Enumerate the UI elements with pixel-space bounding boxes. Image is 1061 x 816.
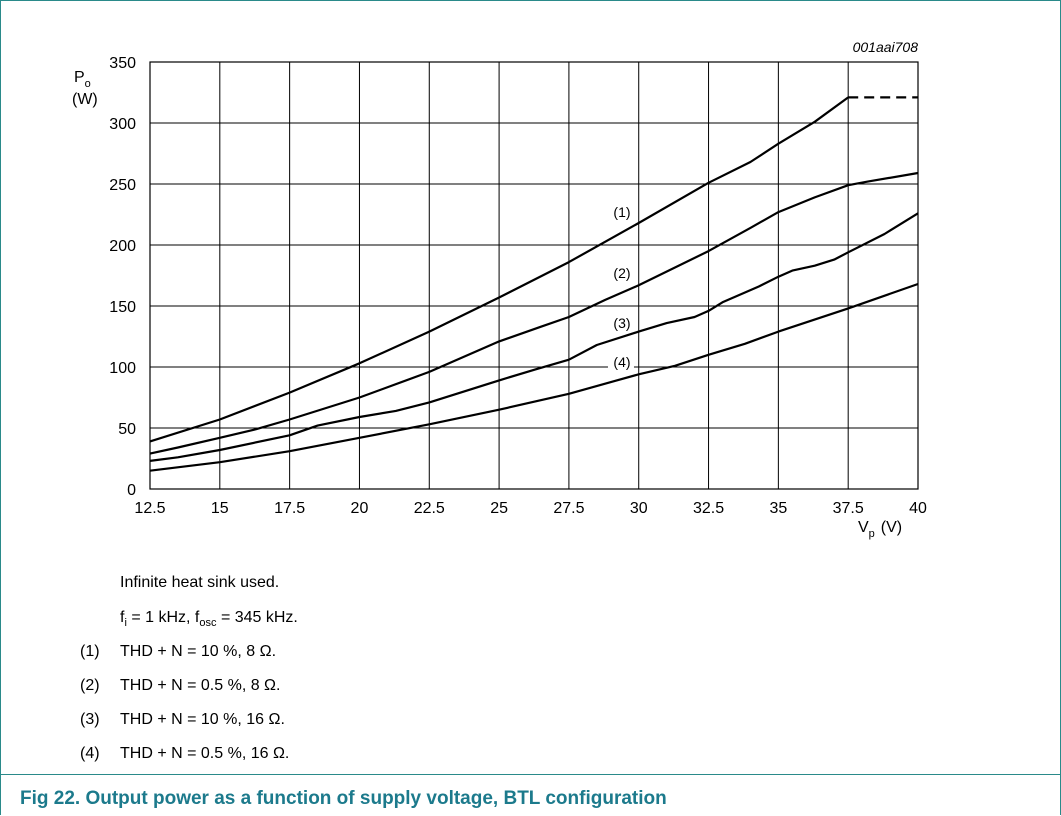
x-axis-label-sub: p [869,528,875,540]
chart: 12.5 15 17.5 20 22.5 25 27.5 30 32.5 35 37.5 40 0 50… [72,39,927,540]
y-tick-label: 150 [109,299,136,316]
series-line-3 [149,212,919,462]
note-item-4-text: THD + N = 0.5 %, 16 Ω. [120,745,290,762]
y-axis-unit: (W) [72,91,98,108]
x-axis-label: Vp (V) [858,519,902,540]
series-label-4: (4) [613,354,630,370]
y-tick-labels: 0 50 100 150 200 250 300 350 [109,55,136,499]
note-item-num: (4) [80,745,100,762]
note-item-num: (3) [80,711,100,728]
x-tick-label: 32.5 [693,500,724,517]
note-item-num: (2) [80,677,100,694]
note-frequency: fi = 1 kHz, fosc = 345 kHz. [120,609,298,629]
note-freq-fi-sub: i [124,617,127,630]
y-axis-label: Po [74,69,91,90]
x-tick-label: 30 [630,500,648,517]
note-freq-mid: = 1 kHz, f [126,609,200,626]
note-item-3: (3) [80,711,100,729]
x-tick-label: 17.5 [274,500,305,517]
note-item-3-text: THD + N = 10 %, 16 Ω. [120,711,285,728]
chart-curves [149,96,919,472]
caption-divider [0,774,1061,775]
y-tick-label: 200 [109,238,136,255]
x-axis-label-main: V [858,519,869,536]
y-axis-label-main: P [74,69,85,86]
figure-caption: Fig 22. Output power as a function of su… [20,788,667,809]
series-label-1: (1) [613,204,630,220]
note-heat-sink: Infinite heat sink used. [120,574,280,591]
y-tick-label: 100 [109,360,136,377]
note-item-4: (4) [80,745,100,763]
note-freq-end: = 345 kHz. [216,609,298,626]
x-tick-label: 22.5 [414,500,445,517]
note-item-1-text: THD + N = 10 %, 8 Ω. [120,643,277,660]
note-item-num: (1) [80,643,100,660]
x-tick-label: 27.5 [553,500,584,517]
series-label-bg [607,355,634,371]
x-tick-label: 40 [909,500,927,517]
x-tick-labels: 12.5 15 17.5 20 22.5 25 27.5 30 32.5 35 37.5 40 [134,500,927,517]
x-tick-label: 20 [351,500,369,517]
y-tick-label: 350 [109,55,136,72]
series-labels: (1) (2) (3) (4) [607,204,634,371]
x-tick-label: 15 [211,500,229,517]
series-line-4 [149,282,919,472]
y-tick-label: 50 [118,421,136,438]
series-line-2 [149,171,919,455]
series-line-1 [149,96,849,443]
plot-area [149,61,919,490]
x-tick-label: 37.5 [833,500,864,517]
chart-grid [149,61,919,490]
x-tick-label: 35 [769,500,787,517]
y-tick-label: 0 [127,482,136,499]
note-freq-osc-sub: osc [199,617,217,630]
figure-code: 001aai708 [853,39,919,55]
note-freq-fi: f [120,609,125,626]
note-item-2: (2) [80,677,100,695]
y-tick-label: 300 [109,116,136,133]
y-tick-label: 250 [109,177,136,194]
series-label-3: (3) [613,315,630,331]
note-item-2-text: THD + N = 0.5 %, 8 Ω. [120,677,281,694]
y-axis-label-sub: o [85,78,91,90]
x-tick-label: 25 [490,500,508,517]
x-axis-label-unit: (V) [881,519,902,536]
note-item-1: (1) [80,643,100,661]
series-label-2: (2) [613,265,630,281]
x-tick-label: 12.5 [134,500,165,517]
